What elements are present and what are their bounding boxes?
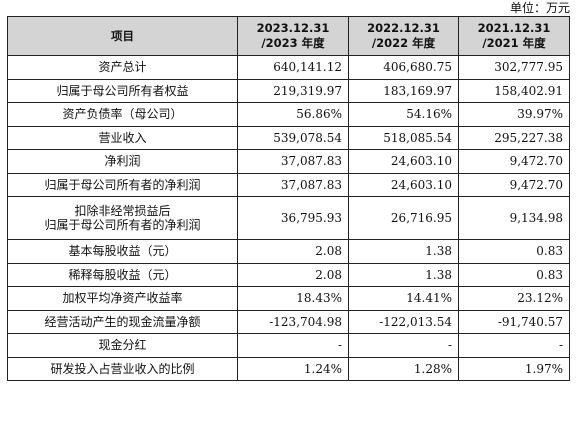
header-2023-year: /2023 年度 [261, 36, 325, 50]
table-row: 营业收入 539,078.54 518,085.54 295,227.38 [7, 125, 570, 150]
row-label: 研发投入占营业收入的比例 [7, 356, 238, 381]
value-2022: 518,085.54 [348, 125, 459, 150]
value-2022: 24,603.10 [348, 149, 459, 174]
value-2021: - [458, 333, 570, 358]
value-2022: 14.41% [348, 286, 459, 311]
table-row: 经营活动产生的现金流量净额 -123,704.98 -122,013.54 -9… [7, 309, 570, 334]
row-label: 扣除非经常损益后 归属于母公司所有者的净利润 [7, 196, 238, 240]
value-2023: 539,078.54 [237, 125, 349, 150]
value-2021: 0.83 [458, 239, 570, 264]
value-2023: 56.86% [237, 102, 349, 127]
value-2023: 37,087.83 [237, 172, 349, 197]
value-2021: 1.97% [458, 356, 570, 381]
header-2022-year: /2022 年度 [371, 36, 436, 50]
value-2023: 2.08 [237, 262, 349, 287]
value-2021: 9,134.98 [458, 196, 570, 240]
row-label: 归属于母公司所有者权益 [7, 78, 238, 103]
value-2022: 406,680.75 [348, 55, 459, 80]
value-2022: - [348, 333, 459, 358]
value-2022: 54.16% [348, 102, 459, 127]
value-2022: 1.38 [348, 262, 459, 287]
header-2022-date: 2022.12.31 [367, 21, 440, 35]
table-row: 净利润 37,087.83 24,603.10 9,472.70 [7, 149, 570, 174]
row-label: 加权平均净资产收益率 [7, 286, 238, 311]
table-row: 归属于母公司所有者权益 219,319.97 183,169.97 158,40… [7, 78, 570, 103]
header-2023-date: 2023.12.31 [256, 21, 330, 35]
table-row: 资产负债率（母公司） 56.86% 54.16% 39.97% [7, 102, 570, 127]
row-label: 资产总计 [7, 55, 238, 80]
financial-summary-table: 项目 2023.12.31 /2023 年度 2022.12.31 /2022 … [7, 16, 570, 381]
header-item: 项目 [7, 16, 238, 56]
header-2021: 2021.12.31 /2021 年度 [458, 16, 570, 56]
value-2023: 1.24% [237, 356, 349, 381]
row-label: 基本每股收益（元） [7, 239, 238, 264]
table-row: 归属于母公司所有者的净利润 37,087.83 24,603.10 9,472.… [7, 172, 570, 197]
value-2021: 39.97% [458, 102, 570, 127]
row-label: 归属于母公司所有者的净利润 [7, 172, 238, 197]
row-label: 经营活动产生的现金流量净额 [7, 309, 238, 334]
table-row: 加权平均净资产收益率 18.43% 14.41% 23.12% [7, 286, 570, 311]
table-row: 基本每股收益（元） 2.08 1.38 0.83 [7, 239, 570, 264]
value-2023: - [237, 333, 349, 358]
value-2022: 183,169.97 [348, 78, 459, 103]
table-row: 研发投入占营业收入的比例 1.24% 1.28% 1.97% [7, 356, 570, 381]
value-2023: 640,141.12 [237, 55, 349, 80]
value-2023: 36,795.93 [237, 196, 349, 240]
value-2022: 26,716.95 [348, 196, 459, 240]
table-row: 稀释每股收益（元） 2.08 1.38 0.83 [7, 262, 570, 287]
table-header-row: 项目 2023.12.31 /2023 年度 2022.12.31 /2022 … [7, 16, 570, 56]
header-2023: 2023.12.31 /2023 年度 [237, 16, 349, 56]
header-2021-date: 2021.12.31 [477, 21, 551, 35]
value-2023: 2.08 [237, 239, 349, 264]
row-label-line1: 扣除非经常损益后 [74, 204, 171, 218]
value-2021: 23.12% [458, 286, 570, 311]
row-label: 净利润 [7, 149, 238, 174]
value-2021: 295,227.38 [458, 125, 570, 150]
value-2021: 9,472.70 [458, 149, 570, 174]
row-label-line2: 归属于母公司所有者的净利润 [44, 218, 201, 232]
value-2023: 219,319.97 [237, 78, 349, 103]
table-row: 扣除非经常损益后 归属于母公司所有者的净利润 36,795.93 26,716.… [7, 196, 570, 240]
value-2021: 158,402.91 [458, 78, 570, 103]
value-2021: 9,472.70 [458, 172, 570, 197]
table-row: 资产总计 640,141.12 406,680.75 302,777.95 [7, 55, 570, 80]
value-2021: 0.83 [458, 262, 570, 287]
value-2023: 18.43% [237, 286, 349, 311]
value-2022: 1.38 [348, 239, 459, 264]
row-label: 资产负债率（母公司） [7, 102, 238, 127]
table-row: 现金分红 - - - [7, 333, 570, 358]
row-label: 稀释每股收益（元） [7, 262, 238, 287]
value-2021: 302,777.95 [458, 55, 570, 80]
value-2022: 24,603.10 [348, 172, 459, 197]
unit-label: 单位：万元 [509, 1, 570, 15]
value-2023: -123,704.98 [237, 309, 349, 334]
value-2022: -122,013.54 [348, 309, 459, 334]
value-2023: 37,087.83 [237, 149, 349, 174]
value-2022: 1.28% [348, 356, 459, 381]
header-2021-year: /2021 年度 [482, 36, 546, 50]
header-2022: 2022.12.31 /2022 年度 [348, 16, 459, 56]
value-2021: -91,740.57 [458, 309, 570, 334]
row-label: 营业收入 [7, 125, 238, 150]
row-label: 现金分红 [7, 333, 238, 358]
